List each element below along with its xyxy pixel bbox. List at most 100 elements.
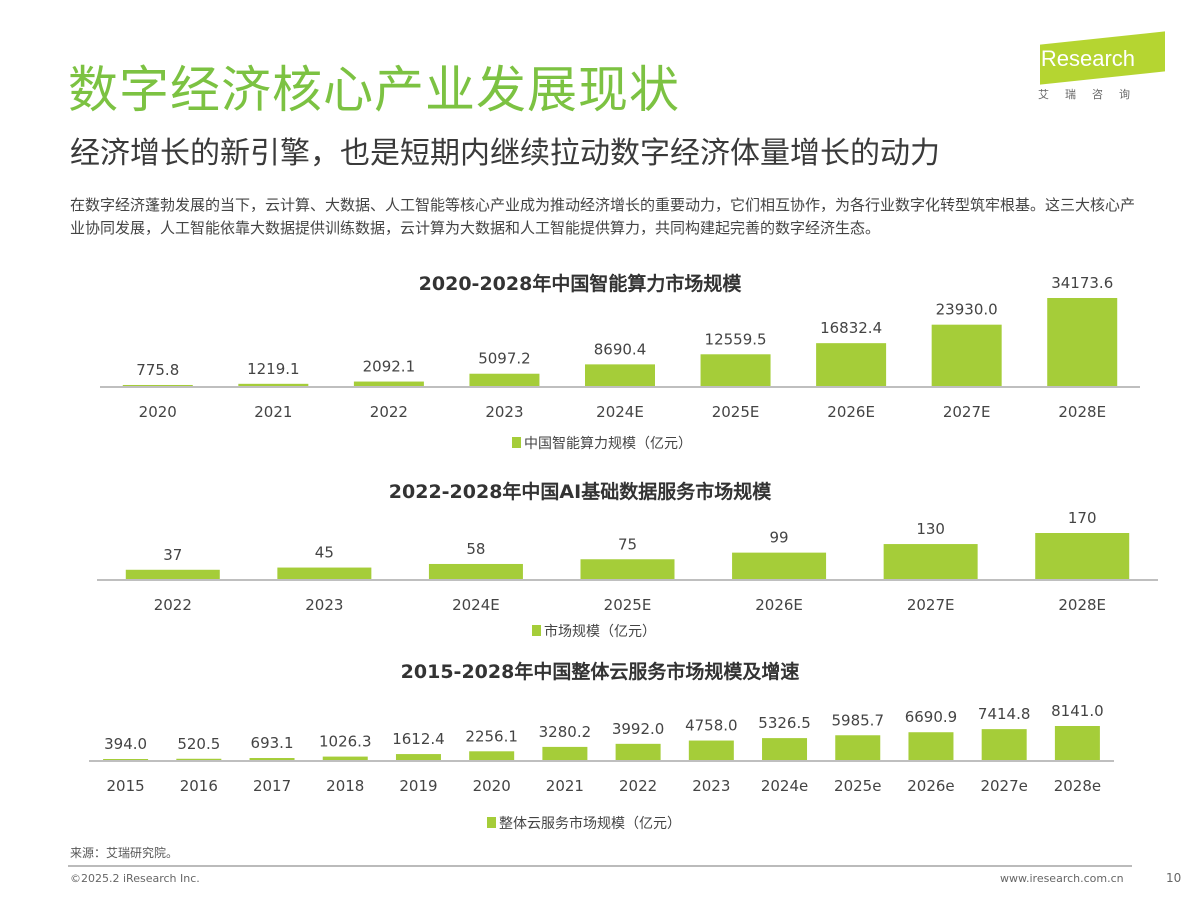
data-label: 170 <box>1068 509 1097 527</box>
bar <box>762 738 808 761</box>
copyright: ©2025.2 iResearch Inc. <box>70 872 200 885</box>
x-tick-label: 2023 <box>692 777 730 795</box>
x-tick-label: 2026E <box>755 596 803 614</box>
bar <box>580 559 675 580</box>
bar <box>122 384 193 387</box>
bar <box>542 746 588 761</box>
data-label: 37 <box>163 546 182 564</box>
data-label: 8141.0 <box>1051 702 1104 720</box>
x-tick-label: 2017 <box>253 777 291 795</box>
x-tick-label: 2028E <box>1058 403 1106 421</box>
x-tick-label: 2022 <box>619 777 657 795</box>
x-tick-label: 2028E <box>1058 596 1106 614</box>
chart-title: 2015-2028年中国整体云服务市场规模及增速 <box>401 660 800 683</box>
legend-swatch <box>512 437 521 448</box>
intro-paragraph: 在数字经济蓬勃发展的当下，云计算、大数据、人工智能等核心产业成为推动经济增长的重… <box>70 196 1136 237</box>
bar <box>1047 298 1118 387</box>
x-tick-label: 2025E <box>604 596 652 614</box>
data-label: 3992.0 <box>612 720 665 738</box>
data-label: 1612.4 <box>392 730 445 748</box>
page-subtitle: 经济增长的新引擎，也是短期内继续拉动数字经济体量增长的动力 <box>70 136 940 171</box>
bar <box>469 373 540 387</box>
x-tick-label: 2020 <box>473 777 511 795</box>
x-tick-label: 2027E <box>943 403 991 421</box>
bar <box>700 354 771 387</box>
bar <box>585 364 655 387</box>
x-tick-label: 2015 <box>107 777 145 795</box>
data-label: 3280.2 <box>539 723 592 741</box>
bar <box>353 381 424 387</box>
data-label: 34173.6 <box>1051 274 1113 292</box>
x-tick-label: 2025E <box>712 403 760 421</box>
iresearch-logo: iResearch 艾瑞咨询 <box>1032 31 1166 101</box>
x-tick-label: 2021 <box>546 777 584 795</box>
bar <box>469 751 515 761</box>
bar <box>981 729 1027 761</box>
logo-cn: 艾瑞咨询 <box>1038 88 1146 101</box>
data-label: 693.1 <box>251 734 294 752</box>
x-tick-label: 2024e <box>761 777 808 795</box>
footer-divider <box>68 865 1132 867</box>
x-tick-label: 2023 <box>485 403 523 421</box>
data-label: 58 <box>466 540 485 558</box>
data-label: 5326.5 <box>758 714 811 732</box>
data-label: 6690.9 <box>905 708 958 726</box>
logo-text: iResearch <box>1036 46 1136 71</box>
x-tick-label: 2021 <box>254 403 292 421</box>
data-label: 5985.7 <box>832 711 885 729</box>
data-label: 12559.5 <box>705 330 767 348</box>
data-label: 8690.4 <box>594 340 647 358</box>
x-tick-label: 2023 <box>305 596 343 614</box>
bar <box>931 324 1002 387</box>
bar <box>908 732 954 761</box>
x-tick-label: 2019 <box>399 777 437 795</box>
page-title: 数字经济核心产业发展现状 <box>68 61 680 119</box>
legend-swatch <box>487 817 496 828</box>
x-tick-label: 2027E <box>907 596 955 614</box>
x-tick-label: 2018 <box>326 777 364 795</box>
bar <box>277 567 372 580</box>
data-label: 775.8 <box>136 361 179 379</box>
bar <box>322 756 368 761</box>
bar <box>688 740 734 761</box>
page-number: 10 <box>1166 871 1182 885</box>
data-label: 2092.1 <box>363 358 416 376</box>
x-tick-label: 2027e <box>980 777 1027 795</box>
chart-title: 2022-2028年中国AI基础数据服务市场规模 <box>389 480 772 503</box>
bar <box>883 544 978 580</box>
data-label: 1026.3 <box>319 733 372 751</box>
x-tick-label: 2024E <box>452 596 500 614</box>
data-label: 394.0 <box>104 735 147 753</box>
legend-label: 中国智能算力规模（亿元） <box>524 436 692 452</box>
bar <box>1035 533 1130 580</box>
x-tick-label: 2026E <box>827 403 875 421</box>
bar <box>1054 726 1100 761</box>
data-label: 4758.0 <box>685 717 738 735</box>
bar <box>249 758 295 761</box>
data-label: 5097.2 <box>478 350 531 368</box>
x-tick-label: 2024E <box>596 403 644 421</box>
x-tick-label: 2020 <box>139 403 177 421</box>
bar <box>732 552 827 580</box>
data-label: 45 <box>315 544 334 562</box>
data-label: 2256.1 <box>465 727 518 745</box>
data-label: 16832.4 <box>820 319 882 337</box>
x-tick-label: 2028e <box>1054 777 1101 795</box>
data-label: 1219.1 <box>247 360 300 378</box>
bar <box>395 754 441 761</box>
website-link[interactable]: www.iresearch.com.cn <box>1000 872 1124 885</box>
x-tick-label: 2022 <box>370 403 408 421</box>
legend-label: 整体云服务市场规模（亿元） <box>499 815 681 832</box>
legend-swatch <box>532 625 541 636</box>
data-label: 7414.8 <box>978 705 1031 723</box>
legend-label: 市场规模（亿元） <box>544 623 656 640</box>
bar <box>816 343 887 387</box>
x-tick-label: 2025e <box>834 777 881 795</box>
bar <box>238 383 309 387</box>
data-label: 75 <box>618 535 637 553</box>
source-note: 来源：艾瑞研究院。 <box>70 846 179 860</box>
x-tick-label: 2016 <box>180 777 218 795</box>
data-label: 520.5 <box>177 735 220 753</box>
data-label: 23930.0 <box>936 301 998 319</box>
